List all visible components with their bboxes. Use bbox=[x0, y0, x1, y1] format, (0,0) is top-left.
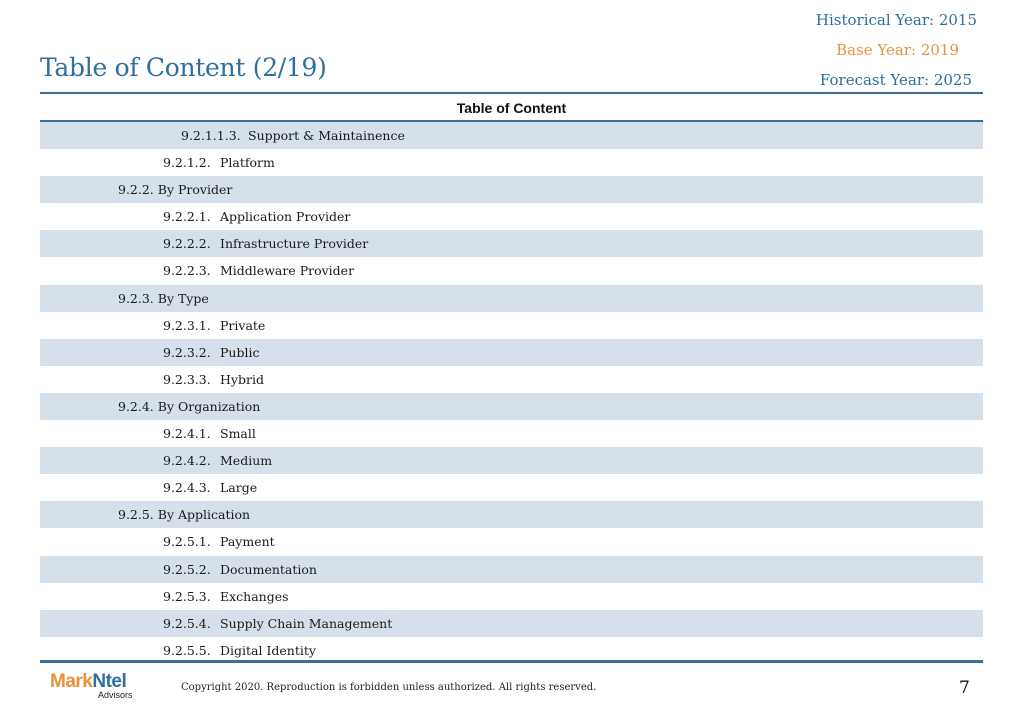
toc-entry-number: 9.2.4.3. bbox=[163, 480, 211, 496]
markntel-logo: MarkNtel Advisors bbox=[50, 671, 140, 703]
toc-entry-label: Large bbox=[220, 480, 258, 496]
toc-entry: 9.2.3. By Type bbox=[118, 290, 209, 306]
historical-year: Historical Year: 2015 bbox=[815, 11, 977, 29]
toc-entry-label: Exchanges bbox=[220, 588, 289, 604]
toc-entry-number: 9.2.5.4. bbox=[163, 615, 211, 631]
toc-entry-label: Private bbox=[220, 317, 266, 333]
toc-row: 9.2.5.3. Exchanges bbox=[40, 583, 983, 610]
toc-entry-label: Application Provider bbox=[220, 209, 351, 225]
toc-entry-number: 9.2.5.3. bbox=[163, 588, 211, 604]
toc-entry-number: 9.2.4.1. bbox=[163, 426, 211, 442]
footer-divider bbox=[40, 660, 983, 663]
toc-entry-number: 9.2.2.1. bbox=[163, 209, 211, 225]
toc-row: 9.2.5. By Application bbox=[40, 501, 983, 529]
toc-row: 9.2.3.2. Public bbox=[40, 338, 983, 366]
toc-row: 9.2.3. By Type bbox=[40, 284, 983, 312]
page-title: Table of Content (2/19) bbox=[40, 53, 327, 82]
toc-row: 9.2.5.4. Supply Chain Management bbox=[40, 609, 983, 637]
logo-mark-part1: Mark bbox=[50, 671, 93, 692]
page-number: 7 bbox=[959, 678, 970, 698]
toc-entry: 9.2.5. By Application bbox=[118, 507, 251, 523]
toc-entry-number: 9.2.5.2. bbox=[163, 561, 211, 577]
toc-heading: Table of Content bbox=[456, 100, 567, 116]
toc-row: 9.2.5.5. Digital Identity bbox=[40, 637, 983, 664]
toc-row: 9.2.2.1. Application Provider bbox=[40, 203, 983, 230]
toc-entry-label: Digital Identity bbox=[220, 642, 316, 658]
toc-row: 9.2.5.2. Documentation bbox=[40, 555, 983, 583]
header-divider bbox=[40, 92, 983, 94]
toc-list: 9.2.1.1.3. Support & Maintainence 9.2.1.2.… bbox=[40, 122, 983, 664]
toc-entry-label: Medium bbox=[220, 453, 273, 469]
toc-row: 9.2.1.1.3. Support & Maintainence bbox=[40, 122, 983, 150]
toc-row: 9.2.1.2. Platform bbox=[40, 149, 983, 176]
toc-row: 9.2.4. By Organization bbox=[40, 392, 983, 421]
toc-row: 9.2.3.3. Hybrid bbox=[40, 366, 983, 393]
toc-entry-label: Hybrid bbox=[220, 371, 264, 387]
toc-entry-label: Public bbox=[220, 344, 260, 360]
toc-row: 9.2.4.3. Large bbox=[40, 474, 983, 501]
toc-entry-number: 9.2.3.1. bbox=[163, 317, 211, 333]
toc-entry-number: 9.2.1.2. bbox=[163, 155, 211, 171]
toc-entry-number: 9.2.5.5. bbox=[163, 642, 211, 658]
toc-heading-divider bbox=[40, 120, 983, 122]
logo-mark-part2: Ntel bbox=[92, 671, 127, 692]
toc-entry-number: 9.2.3.3. bbox=[163, 371, 211, 387]
toc-entry-label: Documentation bbox=[220, 561, 317, 577]
copyright-notice: Copyright 2020. Reproduction is forbidde… bbox=[181, 682, 597, 693]
toc-entry-number: 9.2.4.2. bbox=[163, 453, 211, 469]
toc-entry-number: 9.2.1.1.3. bbox=[181, 128, 241, 143]
toc-entry-label: Infrastructure Provider bbox=[220, 236, 369, 252]
toc-entry: 9.2.4. By Organization bbox=[118, 398, 261, 414]
toc-entry: 9.2.2. By Provider bbox=[118, 182, 233, 198]
toc-row: 9.2.2. By Provider bbox=[40, 176, 983, 204]
toc-entry-label: Middleware Provider bbox=[220, 263, 355, 279]
toc-entry-label: Platform bbox=[220, 155, 275, 171]
toc-entry-number: 9.2.2.2. bbox=[163, 236, 211, 252]
base-year: Base Year: 2019 bbox=[836, 41, 959, 59]
toc-row: 9.2.2.2. Infrastructure Provider bbox=[40, 230, 983, 258]
toc-entry-number: 9.2.3.2. bbox=[163, 344, 211, 360]
toc-row: 9.2.3.1. Private bbox=[40, 312, 983, 339]
toc-entry-label: Small bbox=[220, 426, 256, 442]
toc-entry-number: 9.2.2.3. bbox=[163, 263, 211, 279]
forecast-year: Forecast Year: 2025 bbox=[819, 71, 972, 89]
toc-entry-label: Payment bbox=[220, 534, 275, 550]
toc-row: 9.2.5.1. Payment bbox=[40, 528, 983, 555]
toc-row: 9.2.2.3. Middleware Provider bbox=[40, 257, 983, 284]
logo-subtitle: Advisors bbox=[98, 690, 133, 700]
toc-entry-label: Support & Maintainence bbox=[248, 128, 405, 143]
toc-row: 9.2.4.1. Small bbox=[40, 420, 983, 447]
toc-entry-number: 9.2.5.1. bbox=[163, 534, 211, 550]
toc-row: 9.2.4.2. Medium bbox=[40, 447, 983, 475]
toc-entry-label: Supply Chain Management bbox=[220, 615, 393, 631]
